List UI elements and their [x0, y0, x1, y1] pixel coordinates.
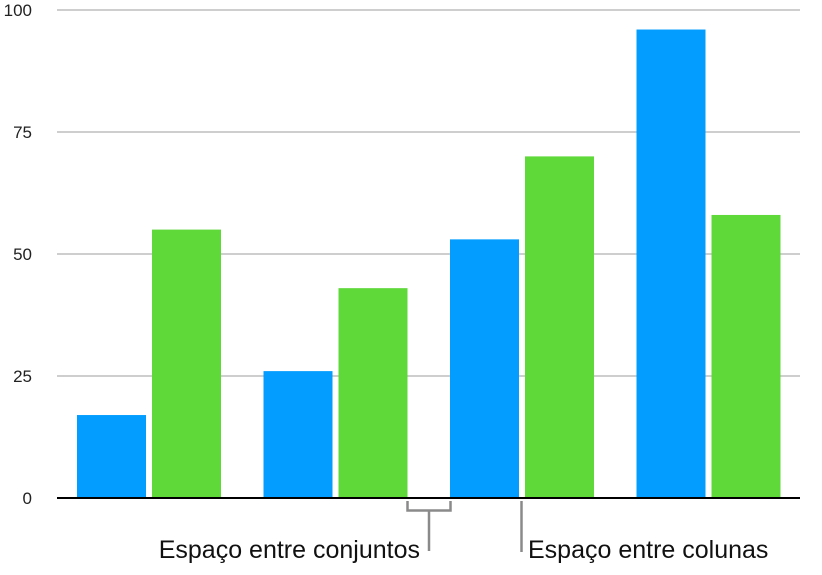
bar-series2-3: [525, 156, 594, 498]
annotation-column-gap: Espaço entre colunas: [528, 536, 769, 564]
y-tick-label: 0: [23, 489, 32, 508]
bar-series1-4: [636, 29, 706, 499]
y-tick-label: 75: [13, 123, 32, 142]
y-tick-label: 25: [13, 367, 32, 386]
y-tick-label: 50: [13, 245, 32, 264]
set-gap-bracket: [406, 501, 452, 512]
annotation-set-gap: Espaço entre conjuntos: [158, 536, 420, 564]
bar-series1-3: [450, 239, 519, 499]
bar-series1-2: [263, 371, 333, 498]
y-tick-label: 100: [4, 1, 32, 20]
bar-series1-1: [77, 415, 146, 498]
bar-series2-2: [338, 288, 408, 498]
bar-series2-4: [711, 214, 781, 498]
bar-series2-1: [152, 229, 221, 498]
